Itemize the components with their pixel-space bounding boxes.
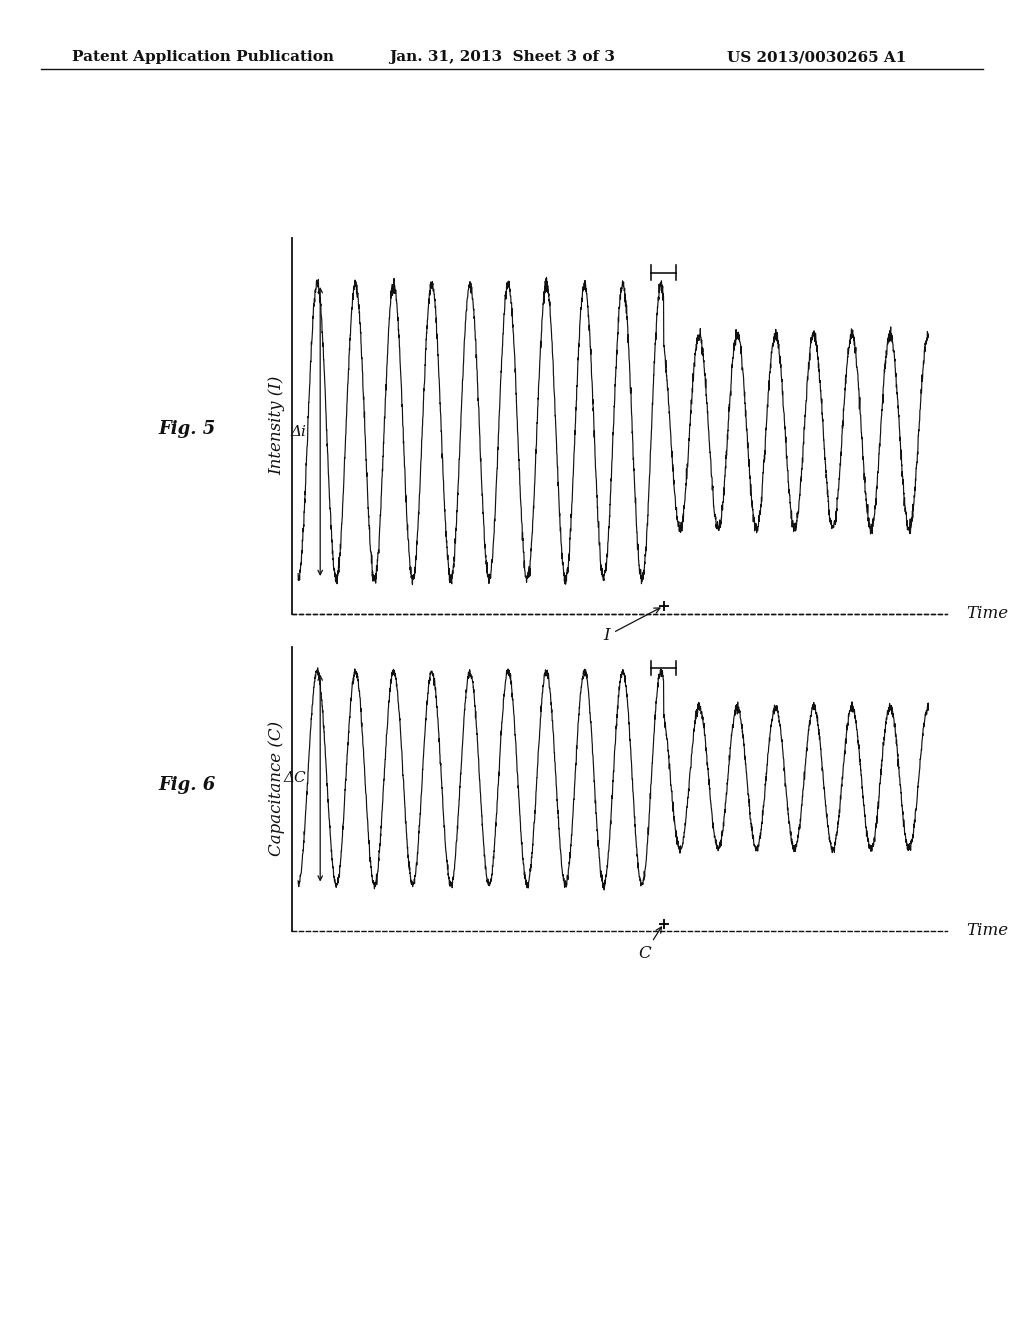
Y-axis label: Capacitance (C): Capacitance (C) — [268, 721, 285, 857]
Text: I: I — [603, 609, 659, 644]
Text: US 2013/0030265 A1: US 2013/0030265 A1 — [727, 50, 906, 65]
Text: ΔC: ΔC — [284, 771, 306, 785]
Text: Patent Application Publication: Patent Application Publication — [72, 50, 334, 65]
Text: Fig. 6: Fig. 6 — [159, 776, 216, 795]
Text: Jan. 31, 2013  Sheet 3 of 3: Jan. 31, 2013 Sheet 3 of 3 — [389, 50, 615, 65]
Text: Time: Time — [966, 606, 1009, 622]
Y-axis label: Intensity (I): Intensity (I) — [268, 376, 285, 475]
Text: C: C — [638, 927, 662, 962]
Text: Time: Time — [966, 923, 1009, 939]
Text: Δi: Δi — [291, 425, 306, 438]
Text: Fig. 5: Fig. 5 — [159, 420, 216, 438]
